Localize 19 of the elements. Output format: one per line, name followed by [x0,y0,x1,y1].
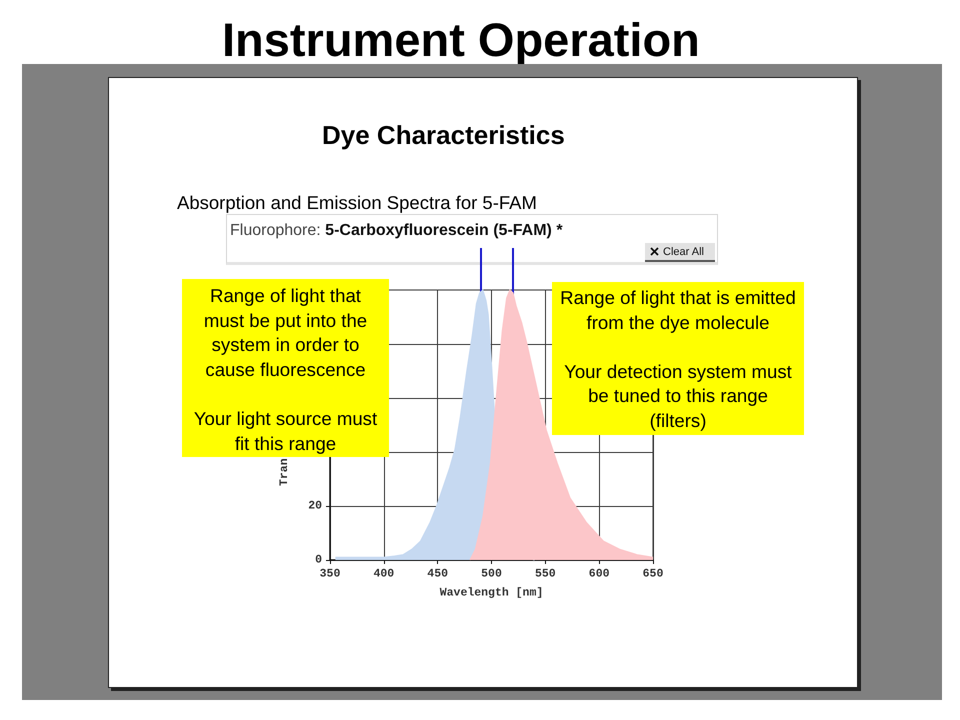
text: Clear All [663,246,704,258]
x-tick-label: 650 [642,568,664,580]
y-tick-label: 20 [308,500,322,512]
x-tick-label: 500 [481,568,502,580]
x-tick-label: 400 [373,568,394,580]
chart-title: Instrument Operation [222,13,700,66]
text: Absorption and Emission Spectra for 5-FAM [177,192,537,213]
x-axis-title: Wavelength [nm] [440,586,544,600]
x-tick-label: 550 [534,568,556,580]
text: Range of light that must be put into the system in order to cause fluorescence Your light source must fit this range [194,285,378,454]
text: Fluorophore: [230,222,321,239]
y-tick-label: 0 [315,554,322,566]
x-tick-label: 450 [427,568,448,580]
text: Range of light that is emitted from the dye molecule Your detection system must be tuned to this range (filters) [560,287,796,431]
x-tick-label: 600 [588,568,610,580]
chart-subtitle: Dye Characteristics [322,120,565,150]
x-tick-label: 350 [320,568,340,580]
y-axis-title: Tran [278,458,291,486]
text: 5-Carboxyfluorescein (5-FAM) * [325,222,563,239]
